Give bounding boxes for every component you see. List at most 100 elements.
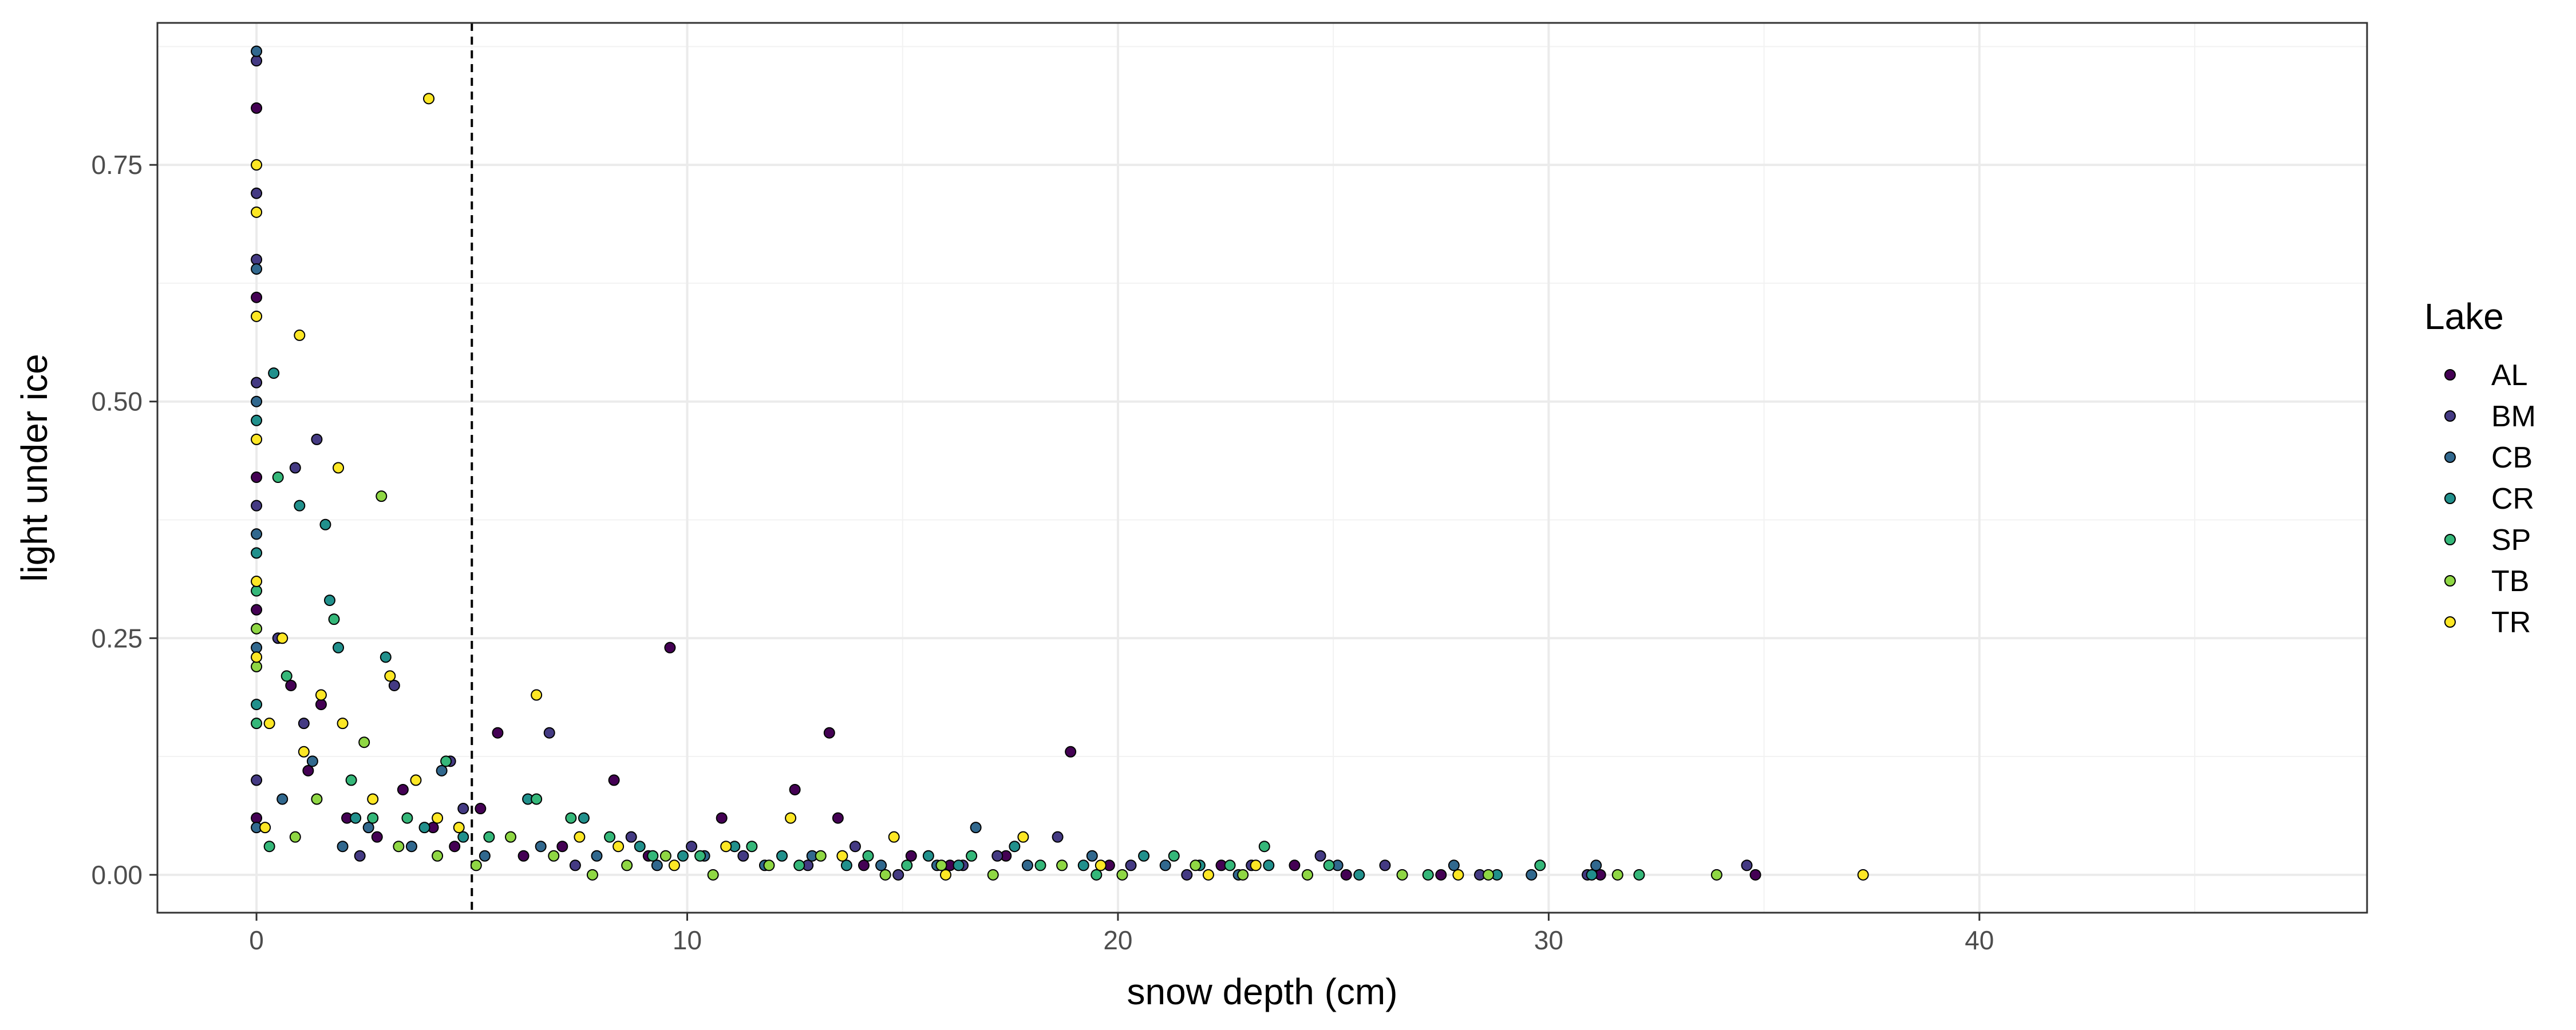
- data-point: [763, 859, 775, 871]
- legend-label: CB: [2491, 441, 2532, 474]
- data-point: [294, 329, 306, 341]
- data-point: [367, 793, 379, 805]
- legend-item-TR: TR: [2444, 606, 2531, 639]
- data-point: [251, 528, 263, 540]
- legend-swatch: [2444, 410, 2456, 422]
- data-point: [457, 803, 469, 815]
- data-point: [393, 841, 405, 853]
- data-point: [1749, 869, 1761, 881]
- data-point: [251, 310, 263, 322]
- data-point: [1021, 859, 1033, 871]
- data-point: [1017, 831, 1029, 843]
- data-point: [849, 841, 861, 853]
- x-tick-label: 40: [1965, 925, 1994, 955]
- data-point: [440, 755, 452, 767]
- data-point: [251, 206, 263, 218]
- data-point: [892, 869, 904, 881]
- data-point: [397, 783, 409, 795]
- data-points: [251, 45, 1869, 881]
- data-point: [1633, 869, 1645, 881]
- data-point: [1091, 869, 1103, 881]
- data-point: [251, 623, 263, 635]
- data-point: [251, 102, 263, 114]
- data-point: [289, 462, 301, 474]
- data-point: [1077, 859, 1089, 871]
- legend: Lake AL BM CB CR SP TB TR: [2424, 296, 2536, 639]
- legend-swatch: [2444, 451, 2456, 463]
- data-point: [1224, 859, 1236, 871]
- data-point: [289, 831, 301, 843]
- series-AL: [251, 102, 1761, 881]
- legend-label: AL: [2491, 359, 2528, 392]
- data-point: [1379, 859, 1391, 871]
- data-point: [1302, 869, 1314, 881]
- data-point: [1052, 831, 1064, 843]
- data-point: [251, 547, 263, 559]
- data-point: [1056, 859, 1068, 871]
- data-point: [647, 850, 659, 862]
- legend-item-CR: CR: [2444, 482, 2534, 516]
- data-point: [436, 764, 448, 777]
- data-point: [251, 585, 263, 597]
- legend-swatch: [2444, 534, 2456, 545]
- y-axis-title: light under ice: [14, 354, 55, 581]
- legend-items: AL BM CB CR SP TB TR: [2444, 359, 2536, 639]
- data-point: [405, 841, 417, 853]
- data-point: [432, 850, 444, 862]
- data-point: [371, 831, 383, 843]
- data-point: [1353, 869, 1365, 881]
- data-point: [251, 263, 263, 275]
- data-point: [776, 850, 788, 862]
- data-point: [337, 718, 349, 730]
- data-point: [565, 812, 577, 824]
- data-point: [432, 812, 444, 824]
- data-point: [694, 850, 706, 862]
- data-point: [535, 841, 547, 853]
- data-point: [625, 831, 637, 843]
- data-point: [1534, 859, 1546, 871]
- data-point: [789, 783, 801, 795]
- data-point: [651, 859, 663, 871]
- data-point: [840, 859, 852, 871]
- data-point: [410, 774, 422, 786]
- data-point: [1611, 869, 1623, 881]
- data-point: [1190, 859, 1202, 871]
- data-point: [263, 841, 275, 853]
- y-tick-label: 0.75: [91, 150, 143, 180]
- legend-swatch: [2444, 575, 2456, 587]
- series-SP: [251, 472, 1645, 881]
- data-point: [333, 462, 345, 474]
- data-point: [659, 850, 671, 862]
- x-tick-label: 0: [249, 925, 264, 955]
- data-point: [517, 850, 530, 862]
- data-point: [1710, 869, 1722, 881]
- data-point: [380, 651, 392, 663]
- legend-item-SP: SP: [2444, 524, 2531, 557]
- data-point: [720, 841, 732, 853]
- plot-panel-border: [156, 22, 2368, 914]
- data-point: [832, 812, 844, 824]
- data-point: [251, 45, 263, 57]
- data-point: [888, 831, 900, 843]
- data-point: [1435, 869, 1447, 881]
- data-point: [1741, 859, 1753, 871]
- data-point: [251, 414, 263, 426]
- data-point: [970, 822, 982, 834]
- data-point: [716, 812, 728, 824]
- data-point: [354, 850, 366, 862]
- legend-label: TR: [2491, 606, 2531, 639]
- data-point: [1590, 859, 1602, 871]
- data-point: [376, 490, 388, 502]
- data-point: [1159, 859, 1171, 871]
- y-tick-label: 0.00: [91, 860, 143, 890]
- data-point: [1289, 859, 1301, 871]
- data-point: [1065, 746, 1077, 758]
- data-point: [268, 367, 280, 379]
- legend-title: Lake: [2424, 296, 2504, 337]
- data-point: [586, 869, 598, 881]
- data-point: [298, 746, 310, 758]
- data-point: [1237, 869, 1249, 881]
- data-point: [302, 764, 314, 777]
- data-point: [569, 859, 581, 871]
